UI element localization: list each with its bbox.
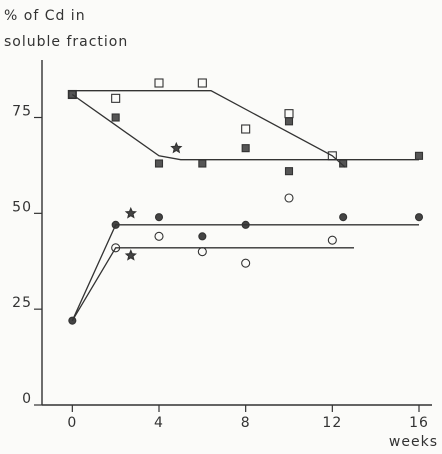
circle-marker: [327, 235, 337, 245]
star-marker: [124, 249, 137, 261]
square-marker: [284, 109, 294, 119]
y-axis-label: soluble fraction: [4, 34, 128, 50]
x-tick-label: 4: [154, 415, 164, 431]
circle-marker: [339, 213, 348, 222]
square-marker: [241, 124, 251, 134]
square-marker: [154, 78, 164, 88]
square-marker: [414, 151, 424, 160]
fit-line: [71, 224, 419, 321]
circle-marker: [284, 193, 294, 203]
square-marker: [198, 159, 207, 168]
y-tick-label: 50: [12, 199, 32, 215]
square-marker: [111, 93, 121, 103]
square-marker: [111, 113, 120, 122]
square-marker: [284, 117, 294, 126]
star-marker: [170, 141, 183, 154]
circle-marker: [197, 247, 207, 257]
x-axis-label: weeks: [389, 434, 438, 450]
circle-marker: [154, 213, 164, 222]
x-tick-label: 12: [322, 415, 342, 431]
circle-marker: [414, 213, 424, 222]
square-marker: [241, 144, 250, 153]
square-marker: [197, 78, 207, 88]
star-marker: [124, 206, 137, 219]
y-axis-label: % of Cd in: [4, 8, 86, 24]
circle-marker: [198, 232, 207, 241]
square-marker: [154, 159, 164, 168]
circle-marker: [241, 258, 251, 268]
square-marker: [284, 167, 294, 176]
y-tick-label: 0: [22, 391, 32, 407]
y-tick-label: 75: [12, 104, 32, 120]
circle-marker: [154, 231, 164, 241]
fit-line: [72, 90, 346, 168]
y-tick-label: 25: [12, 295, 32, 311]
fit-line: [71, 247, 354, 322]
x-tick-label: 8: [241, 415, 251, 431]
fit-line: [71, 93, 419, 161]
x-tick-label: 0: [67, 415, 77, 431]
x-tick-label: 16: [409, 415, 429, 431]
